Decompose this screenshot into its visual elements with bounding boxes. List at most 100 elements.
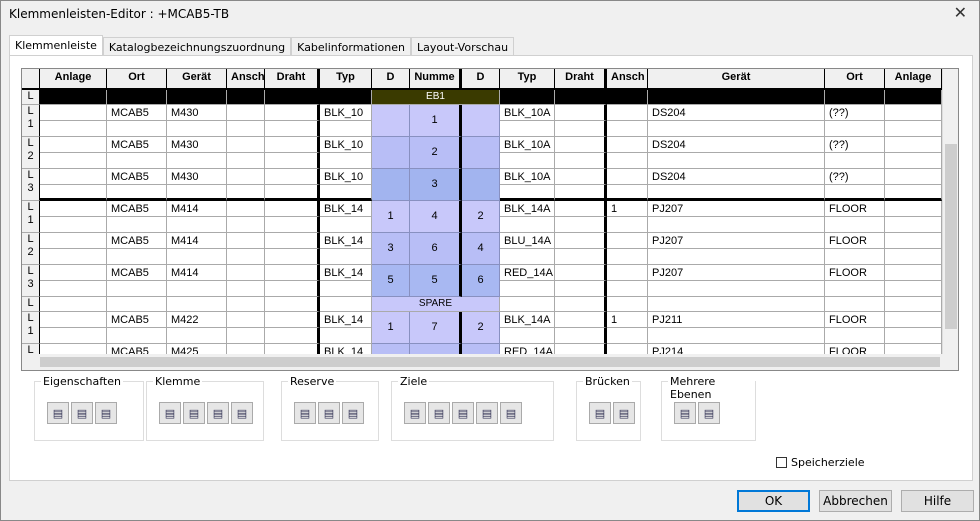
destinations-table-icon[interactable]: ▤ bbox=[500, 402, 522, 424]
column-header[interactable]: Typ bbox=[500, 69, 555, 90]
cell-empty[interactable] bbox=[227, 328, 265, 344]
cell-anlage[interactable] bbox=[40, 201, 107, 217]
cell-draht[interactable] bbox=[555, 312, 607, 328]
cell-ort[interactable]: (??) bbox=[825, 169, 885, 185]
cell-empty[interactable] bbox=[320, 281, 372, 297]
cell-d[interactable] bbox=[462, 105, 500, 137]
cell-empty[interactable] bbox=[40, 249, 107, 265]
cell-ort[interactable]: MCAB5 bbox=[107, 233, 167, 249]
cell-gerät[interactable]: M414 bbox=[167, 265, 227, 281]
jumper-icon[interactable]: ▤ bbox=[589, 402, 611, 424]
cell-gerät[interactable]: M414 bbox=[167, 201, 227, 217]
cell-numme[interactable]: 2 bbox=[410, 137, 462, 169]
cell-empty[interactable] bbox=[885, 328, 942, 344]
cell-typ[interactable]: BLK_10A bbox=[500, 105, 555, 121]
cell-anlage[interactable] bbox=[40, 137, 107, 153]
cell-draht[interactable] bbox=[555, 137, 607, 153]
cell-gerät[interactable]: M422 bbox=[167, 312, 227, 328]
cell-empty[interactable] bbox=[500, 153, 555, 169]
cell-empty[interactable] bbox=[648, 249, 825, 265]
cell-empty[interactable] bbox=[40, 328, 107, 344]
cell-draht[interactable] bbox=[265, 169, 320, 185]
cell-empty[interactable] bbox=[107, 185, 167, 201]
cell-empty[interactable] bbox=[320, 328, 372, 344]
cell-empty[interactable] bbox=[167, 121, 227, 137]
insert-spare-icon[interactable]: ▤ bbox=[294, 402, 316, 424]
cell-empty[interactable] bbox=[825, 217, 885, 233]
cell-numme[interactable]: 5 bbox=[410, 265, 462, 297]
cell-typ[interactable]: BLK_14A bbox=[500, 201, 555, 217]
cell-empty[interactable] bbox=[648, 281, 825, 297]
cell-draht[interactable] bbox=[265, 201, 320, 217]
cell-gerät[interactable]: PJ207 bbox=[648, 233, 825, 249]
tab-klemmenleiste[interactable]: Klemmenleiste bbox=[9, 35, 103, 57]
speicherziele-checkbox[interactable]: Speicherziele bbox=[776, 456, 865, 469]
cell-numme[interactable]: 4 bbox=[410, 201, 462, 233]
cell-empty[interactable] bbox=[107, 281, 167, 297]
cell-empty[interactable] bbox=[648, 185, 825, 201]
column-header[interactable]: Draht bbox=[555, 69, 607, 90]
corner-cell[interactable] bbox=[22, 69, 40, 90]
cell-d[interactable] bbox=[372, 137, 410, 169]
cell-empty[interactable] bbox=[107, 249, 167, 265]
cell-gerät[interactable]: PJ211 bbox=[648, 312, 825, 328]
cell-empty[interactable] bbox=[167, 249, 227, 265]
cell-ansch[interactable] bbox=[227, 137, 265, 153]
cell-draht[interactable] bbox=[265, 312, 320, 328]
add-spare-end-icon[interactable]: ▤ bbox=[318, 402, 340, 424]
cell-empty[interactable] bbox=[555, 328, 607, 344]
destinations-sort-up-icon[interactable]: ▤ bbox=[428, 402, 450, 424]
cell-gerät[interactable]: DS204 bbox=[648, 105, 825, 121]
cell-typ[interactable]: RED_14A bbox=[500, 265, 555, 281]
cell-empty[interactable] bbox=[648, 153, 825, 169]
spare-label[interactable]: SPARE bbox=[372, 297, 500, 312]
cell-empty[interactable] bbox=[607, 153, 648, 169]
cell-d[interactable] bbox=[372, 169, 410, 201]
cell-numme[interactable]: 7 bbox=[410, 312, 462, 344]
cell-empty[interactable] bbox=[500, 185, 555, 201]
cell-empty[interactable] bbox=[555, 153, 607, 169]
cell-empty[interactable] bbox=[555, 281, 607, 297]
cell-numme[interactable]: 3 bbox=[410, 169, 462, 201]
column-header[interactable]: D bbox=[372, 69, 410, 90]
cell-draht[interactable] bbox=[555, 201, 607, 217]
cell-typ[interactable]: BLK_14 bbox=[320, 201, 372, 217]
levels-up-icon[interactable]: ▤ bbox=[674, 402, 696, 424]
cell-ansch[interactable] bbox=[227, 201, 265, 217]
cell-draht[interactable] bbox=[265, 233, 320, 249]
edit-properties-icon[interactable]: ▤ bbox=[47, 402, 69, 424]
cell-ansch[interactable]: 1 bbox=[607, 201, 648, 217]
row-header[interactable]: L bbox=[22, 297, 40, 312]
cell-gerät[interactable]: M414 bbox=[167, 233, 227, 249]
cell-d[interactable]: 5 bbox=[372, 265, 410, 297]
cell-ort[interactable]: (??) bbox=[825, 137, 885, 153]
cell-empty[interactable] bbox=[227, 217, 265, 233]
spare-up-icon[interactable]: ▤ bbox=[342, 402, 364, 424]
cell-typ[interactable]: BLK_14 bbox=[320, 312, 372, 328]
cell-anlage[interactable] bbox=[885, 312, 942, 328]
cell-anlage[interactable] bbox=[40, 265, 107, 281]
cell-empty[interactable] bbox=[107, 153, 167, 169]
cell-d[interactable]: 2 bbox=[462, 201, 500, 233]
cell-ort[interactable]: MCAB5 bbox=[107, 201, 167, 217]
cell-empty[interactable] bbox=[555, 217, 607, 233]
cell-empty[interactable] bbox=[555, 121, 607, 137]
cell-empty[interactable] bbox=[227, 121, 265, 137]
cell-empty[interactable] bbox=[607, 328, 648, 344]
cell-empty[interactable] bbox=[265, 121, 320, 137]
cell-numme[interactable]: 1 bbox=[410, 105, 462, 137]
cancel-button[interactable]: Abbrechen bbox=[819, 490, 892, 512]
cell-empty[interactable] bbox=[40, 153, 107, 169]
cell-empty[interactable] bbox=[320, 185, 372, 201]
cell-draht[interactable] bbox=[555, 265, 607, 281]
cell-empty[interactable] bbox=[320, 217, 372, 233]
cell-ort[interactable]: FLOOR bbox=[825, 201, 885, 217]
tab-kabel[interactable]: Kabelinformationen bbox=[291, 37, 411, 57]
cell-ansch[interactable]: 1 bbox=[607, 312, 648, 328]
cell-empty[interactable] bbox=[825, 185, 885, 201]
cell-draht[interactable] bbox=[265, 265, 320, 281]
